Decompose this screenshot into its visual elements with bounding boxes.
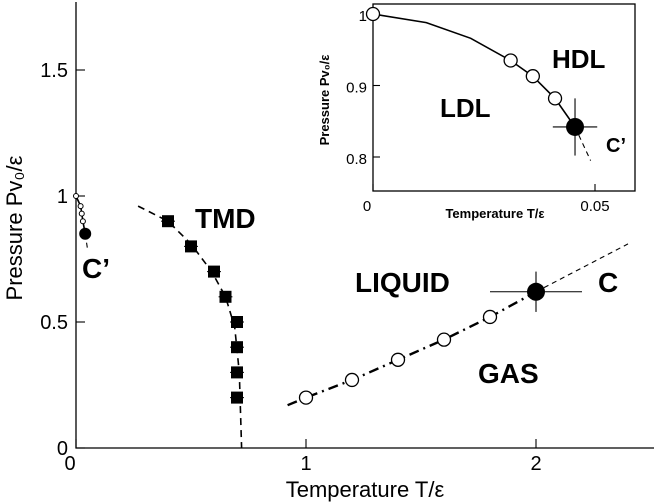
main-series-0-point xyxy=(231,391,243,404)
main-x-axis-ticks: 0 1 2 xyxy=(64,439,542,475)
inset-region-label-hdl: HDL xyxy=(552,44,606,74)
inset-series-0-point xyxy=(525,69,540,84)
main-y-axis-label: Pressure Pv₀/ε xyxy=(2,155,27,300)
main-y-tick-label: 1 xyxy=(57,186,68,208)
inset-frame xyxy=(372,3,636,192)
main-series-4-point xyxy=(79,227,92,240)
inset-x-tick-label: 0.05 xyxy=(580,198,609,215)
inset-y-tick-label: 0.8 xyxy=(346,151,367,168)
main-series-1-point xyxy=(344,372,360,388)
critical-point-label-c-prime: C’ xyxy=(82,253,110,284)
main-series-1-point xyxy=(390,352,406,367)
main-y-tick-label: 0.5 xyxy=(40,312,68,334)
main-series-1-point xyxy=(436,332,452,347)
inset-background xyxy=(313,1,638,194)
inset-plot: 0 0.05 0.80.91 Temperature T/ε Pressure P… xyxy=(313,1,638,221)
main-series-3-point xyxy=(78,210,85,217)
main-y-tick-label: 0 xyxy=(57,438,68,460)
main-series-0-point xyxy=(162,215,174,228)
main-series-0-point xyxy=(231,316,243,328)
main-x-tick-label: 1 xyxy=(300,453,311,475)
inset-y-tick-label: 1 xyxy=(359,8,367,25)
main-series-0-point xyxy=(208,265,220,278)
main-y-axis-ticks: 0 0.5 1 1.5 xyxy=(40,60,85,460)
main-series-0-point xyxy=(185,240,197,253)
region-label-liquid: LIQUID xyxy=(355,267,450,298)
inset-critical-point-label: C’ xyxy=(606,135,626,157)
inset-region-label-ldl: LDL xyxy=(440,93,491,123)
main-series-1-point xyxy=(482,309,498,325)
inset-data-marks xyxy=(365,6,585,136)
main-series-3-point xyxy=(77,203,84,210)
main-series-3-point xyxy=(73,193,79,199)
main-series-0-point xyxy=(231,341,243,354)
inset-y-axis-label: Pressure Pv₀/ε xyxy=(317,55,332,146)
inset-x-tick-label: 0 xyxy=(363,198,371,215)
inset-series-0-point xyxy=(365,6,381,22)
main-series-2-point xyxy=(527,282,545,301)
main-x-axis-label: Temperature T/ε xyxy=(286,477,445,502)
inset-x-axis-ticks: 0 0.05 xyxy=(363,184,610,215)
inset-series-1-point xyxy=(566,117,585,136)
main-x-tick-label: 0 xyxy=(64,453,75,475)
inset-x-axis-label: Temperature T/ε xyxy=(445,206,544,221)
main-series-0-point xyxy=(219,290,232,303)
main-data-marks xyxy=(73,193,545,405)
main-series-1-point xyxy=(298,390,314,405)
inset-series-0-point xyxy=(547,91,563,106)
main-x-tick-label: 2 xyxy=(530,453,541,475)
inset-y-tick-label: 0.9 xyxy=(346,80,367,97)
main-y-tick-label: 1.5 xyxy=(40,60,68,82)
inset-series-1-extension xyxy=(574,126,592,161)
inset-y-axis-ticks: 0.8 0.9 1 xyxy=(346,8,380,168)
region-label-tmd: TMD xyxy=(195,203,256,234)
main-series-3-point xyxy=(79,218,86,225)
inset-series-0-point xyxy=(503,53,518,68)
main-series-0-point xyxy=(231,366,243,379)
region-label-gas: GAS xyxy=(478,358,539,389)
critical-point-label-c: C xyxy=(598,267,618,298)
